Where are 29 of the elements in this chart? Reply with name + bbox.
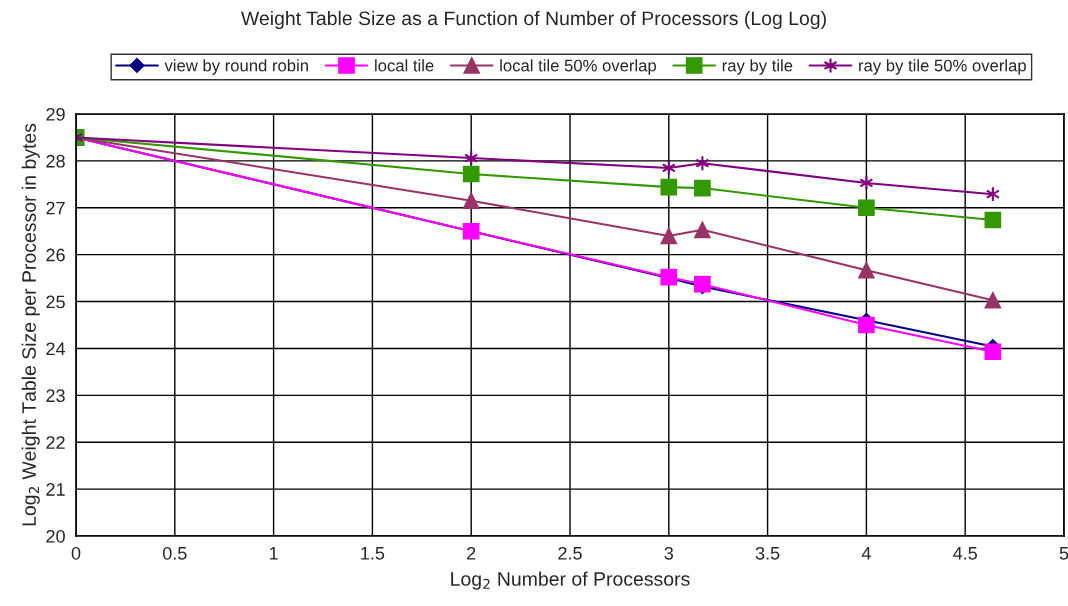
y-tick-label: 26 [46,248,65,262]
x-tick-label: 0.5 [162,546,187,560]
x-tick-label: 3.5 [755,546,780,560]
y-tick-label: 25 [46,295,65,309]
legend-label: view by round robin [164,59,308,75]
y-tick-label: 24 [46,342,66,355]
x-axis-title: Log$_{2}$ Number of Processors [451,571,690,590]
legend-label: local tile [375,59,434,72]
x-tick-label: 4 [861,547,871,560]
y-tick-label: 22 [46,436,65,449]
y-tick-label: 29 [46,107,65,121]
y-axis-title: Log$_{2}$ Weight Table Size per Processor in bytes [21,123,40,526]
x-tick-label: 1 [269,547,278,560]
x-tick-label: 0 [71,546,81,560]
x-tick-label: 1.5 [361,547,385,560]
legend-label: ray by tile [722,59,793,75]
legend-label: local tile 50% overlap [500,59,657,75]
y-tick-label: 20 [46,529,65,543]
chart-title: Weight Table Size as a Function of Number of Processors (Log Log) [241,10,826,30]
x-tick-label: 5 [1059,547,1068,560]
y-tick-label: 21 [46,483,65,496]
x-tick-label: 2 [467,546,476,560]
y-tick-label: 23 [46,389,65,403]
x-tick-label: 4.5 [953,547,977,560]
legend-label: ray by tile 50% overlap [859,59,1026,75]
x-tick-label: 2.5 [558,546,582,560]
y-tick-label: 27 [46,201,65,215]
y-tick-label: 28 [46,154,65,168]
x-tick-label: 3 [664,546,674,560]
